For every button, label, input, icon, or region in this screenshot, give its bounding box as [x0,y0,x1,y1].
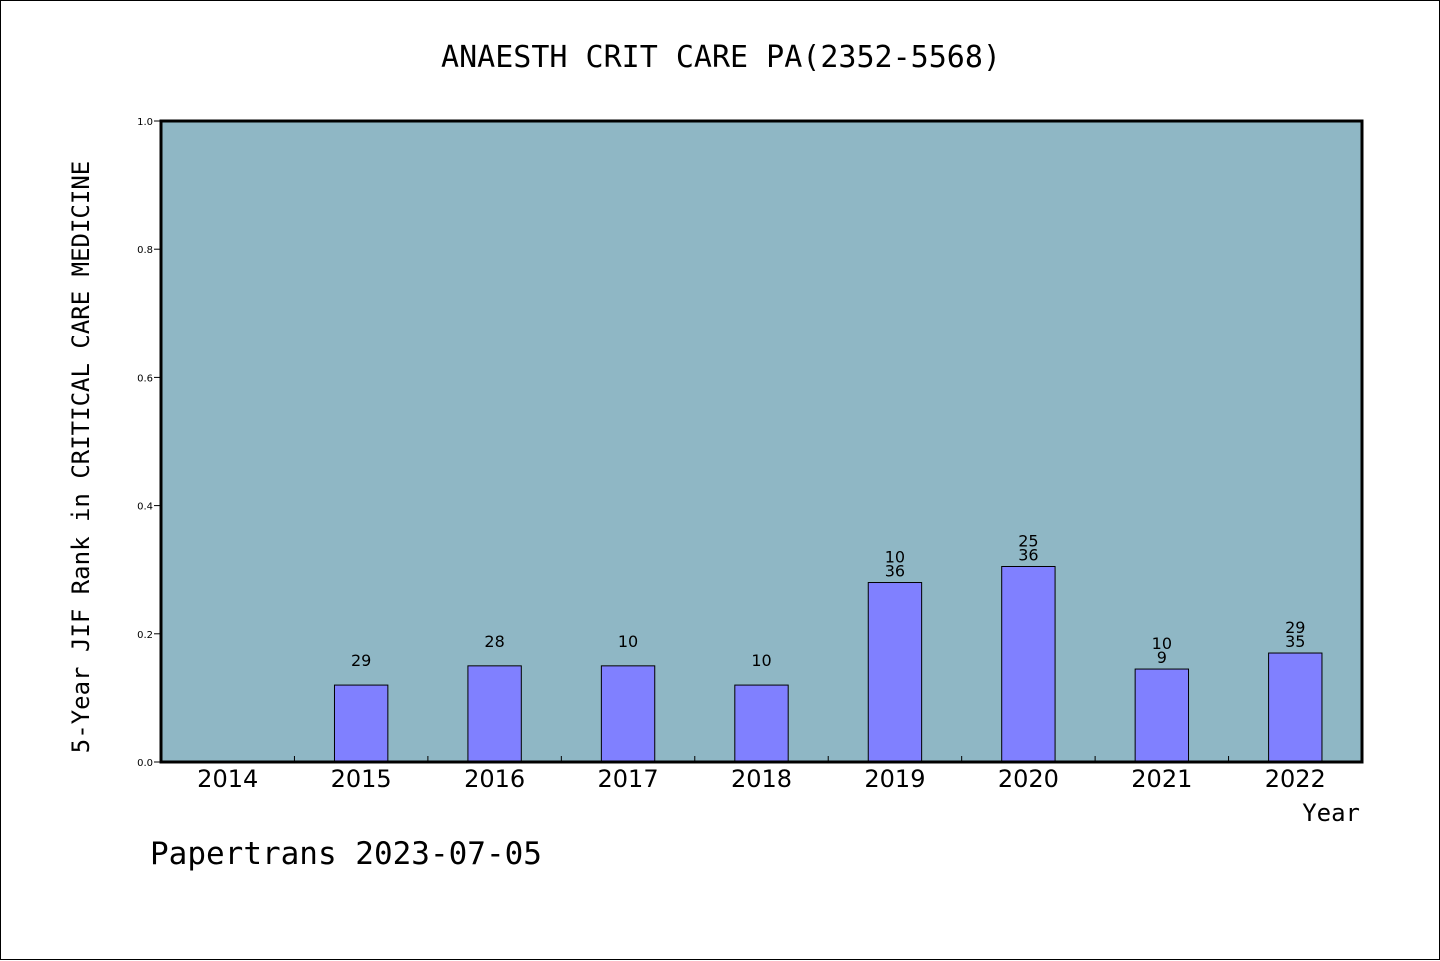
plot-border [159,119,1364,764]
plot-area [161,121,1362,762]
y-axis-label: 5-Year JIF Rank in CRITICAL CARE MEDICIN… [67,161,95,753]
bar-data-label: 36 [1018,545,1038,564]
x-tick-label: 2017 [598,765,659,793]
y-tick-label: 0.8 [137,245,153,256]
bar-2016 [467,665,522,763]
bar-data-label: 25 [1018,531,1038,550]
y-tick-label: 0.4 [137,502,153,513]
bar-2019 [867,582,923,763]
bar-data-label: 28 [484,632,504,651]
x-tick-label: 2014 [197,765,258,793]
bar-2020 [1001,565,1056,763]
x-tick-label: 2022 [1265,765,1326,793]
bar-2015 [333,684,389,763]
bar-2017 [600,665,656,763]
bar-2021 [1134,668,1190,763]
bar-data-label: 10 [751,651,771,670]
x-tick-label: 2018 [731,765,792,793]
bar-data-label: 29 [351,651,371,670]
bar-data-label: 29 [1285,618,1305,637]
x-tick-label: 2021 [1131,765,1192,793]
y-tick-label: 0.6 [137,373,153,384]
x-tick-label: 2019 [864,765,925,793]
x-tick-label: 2020 [998,765,1059,793]
y-tick-label: 0.0 [137,758,153,769]
bar-data-label: 35 [1285,632,1305,651]
bar-2018 [734,684,789,763]
footer-source-date: Papertrans 2023-07-05 [150,836,542,872]
bar-data-label: 9 [1157,648,1167,667]
bar-data-label: 36 [885,562,905,581]
chart-title: ANAESTH CRIT CARE PA(2352-5568) [441,40,1001,75]
bar-data-label: 10 [618,632,638,651]
y-tick-label: 1.0 [137,117,153,128]
y-tick-label: 0.2 [137,630,153,641]
bar-data-label: 10 [885,548,905,567]
ticks-layer: 0.0 0.2 0.4 0.6 0.8 1.0 2014 2015 2016 2017 2018 20… [137,117,1326,793]
x-tick-label: 2015 [331,765,392,793]
bar-data-label: 10 [1152,634,1172,653]
x-axis-label: Year [1302,799,1360,827]
x-tick-label: 2016 [464,765,525,793]
bar-2022 [1268,652,1323,763]
